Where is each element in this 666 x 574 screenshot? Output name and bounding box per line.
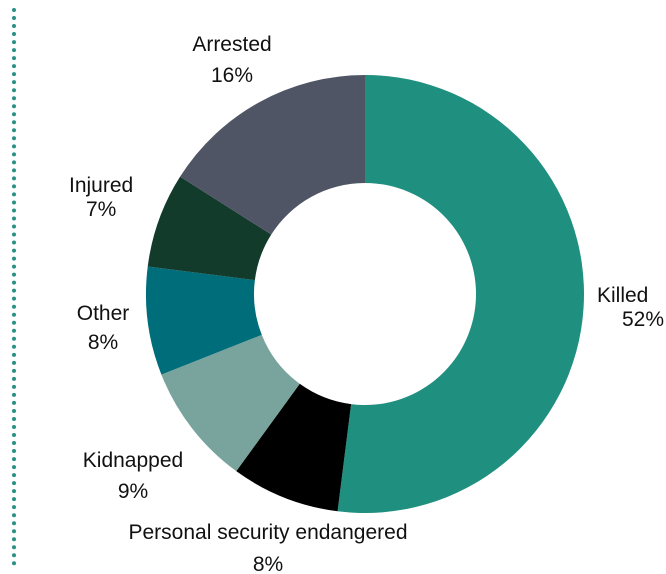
slice-label-percent: 16%: [211, 64, 253, 87]
slice-label-percent: 8%: [88, 331, 118, 354]
slice-label-name: Arrested: [192, 33, 271, 56]
slice-label-name: Killed: [597, 284, 648, 307]
slice-personal-security-endangered: [236, 383, 352, 512]
slice-label-name: Kidnapped: [83, 449, 183, 472]
decorative-dotted-rule: [12, 8, 16, 566]
slice-label-percent: 52%: [622, 308, 664, 331]
slice-label-name: Injured: [69, 174, 133, 197]
slice-label-percent: 8%: [253, 553, 283, 574]
slice-label-name: Personal security endangered: [128, 521, 407, 544]
slice-label-name: Other: [77, 302, 130, 325]
slice-other: [146, 266, 262, 375]
slice-kidnapped: [161, 334, 300, 472]
slice-injured: [147, 176, 272, 281]
slice-label-percent: 9%: [118, 480, 148, 503]
slice-label-percent: 7%: [86, 198, 116, 221]
slice-killed: [337, 75, 584, 513]
slice-arrested: [180, 75, 365, 235]
